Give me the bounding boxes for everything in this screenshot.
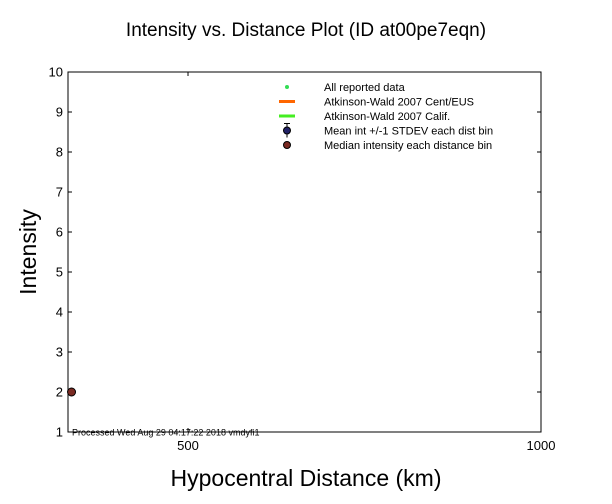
median-intensity-point xyxy=(67,387,77,397)
chart-title: Intensity vs. Distance Plot (ID at00pe7e… xyxy=(126,20,486,41)
legend-label: All reported data xyxy=(324,82,406,94)
x-axis-ticks: 500 1000 xyxy=(177,72,555,453)
legend-label: Atkinson-Wald 2007 Calif. xyxy=(324,111,450,123)
x-axis-title: Hypocentral Distance (km) xyxy=(171,465,442,491)
y-tick-label: 9 xyxy=(56,105,63,120)
y-tick-label: 7 xyxy=(56,185,63,200)
y-tick-label: 3 xyxy=(56,345,63,360)
legend-label: Median intensity each distance bin xyxy=(324,140,492,152)
y-tick-label: 6 xyxy=(56,225,63,240)
legend-label: Mean int +/-1 STDEV each dist bin xyxy=(324,126,493,138)
y-tick-label: 1 xyxy=(56,425,63,440)
y-tick-label: 10 xyxy=(49,65,63,80)
y-axis-title: Intensity xyxy=(15,209,41,295)
processed-timestamp: Processed Wed Aug 29 04:17:22 2018 vmdyf… xyxy=(72,428,259,438)
legend-dot-icon xyxy=(285,85,289,89)
y-tick-label: 8 xyxy=(56,145,63,160)
legend: All reported data Atkinson-Wald 2007 Cent… xyxy=(279,82,493,152)
legend-label: Atkinson-Wald 2007 Cent/EUS xyxy=(324,97,474,109)
y-tick-label: 4 xyxy=(56,305,63,320)
x-tick-label: 500 xyxy=(177,438,199,453)
data-points xyxy=(67,387,77,397)
x-tick-label: 1000 xyxy=(527,438,556,453)
y-tick-label: 2 xyxy=(56,385,63,400)
y-axis-ticks: 1 2 3 4 5 6 7 8 9 10 xyxy=(49,65,541,440)
plot-frame xyxy=(67,71,542,433)
legend-circle-icon xyxy=(283,126,291,135)
plot-border xyxy=(67,71,542,433)
legend-circle-icon xyxy=(283,141,291,149)
y-tick-label: 5 xyxy=(56,265,63,280)
